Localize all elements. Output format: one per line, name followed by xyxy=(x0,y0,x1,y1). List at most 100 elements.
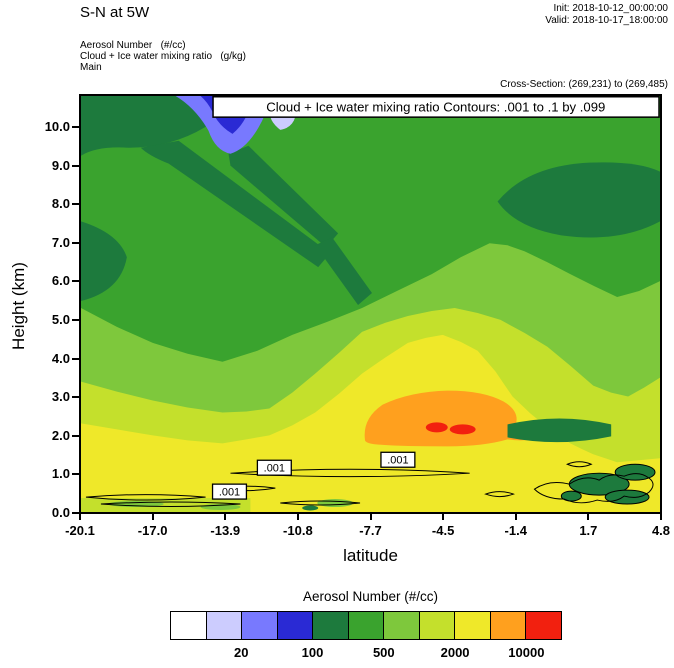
red-spot-1 xyxy=(425,422,448,433)
y-tick-label: 4.0 xyxy=(51,350,70,366)
colorbar-cell xyxy=(526,612,562,639)
x-tick xyxy=(79,514,81,520)
x-tick xyxy=(660,514,662,520)
page-title: S-N at 5W xyxy=(80,4,150,21)
x-tick xyxy=(224,514,227,520)
x-tick xyxy=(296,514,299,520)
field-label-cloud-ice: Cloud + Ice water mixing ratio (g/kg) xyxy=(80,51,246,62)
colorbar-cell xyxy=(455,612,491,639)
cloud-contour-7 xyxy=(566,461,593,468)
colorbar-tick-label: 100 xyxy=(301,645,324,660)
colorbar-cell xyxy=(419,612,456,639)
cloud-contour-5 xyxy=(280,500,361,506)
plot-inner-title-box: Cloud + Ice water mixing ratio Contours:… xyxy=(212,96,660,118)
contour-label-2: .001 xyxy=(264,463,285,475)
y-tick xyxy=(72,126,79,128)
y-tick-label: 8.0 xyxy=(51,196,70,212)
inner-title-text: Cloud + Ice water mixing ratio Contours:… xyxy=(266,99,605,114)
x-tick xyxy=(442,514,445,520)
y-tick-label: 10.0 xyxy=(44,119,70,134)
y-tick xyxy=(72,241,79,244)
valid-timestamp: Valid: 2018-10-17_18:00:00 xyxy=(545,15,668,26)
y-tick xyxy=(72,280,79,283)
cloud-contour-2 xyxy=(100,501,241,508)
colorbar-tick-label: 500 xyxy=(372,645,395,660)
y-tick-label: 3.0 xyxy=(51,389,70,405)
contour-label-1: .001 xyxy=(219,487,240,499)
fill-regions-red-maxima xyxy=(425,422,476,435)
colorbar-cell xyxy=(171,612,207,639)
colorbar-cell xyxy=(384,612,420,639)
colorbar-cell xyxy=(490,612,527,639)
field-label-aerosol: Aerosol Number (#/cc) xyxy=(80,40,186,51)
x-tick-label: -7.7 xyxy=(359,523,382,538)
y-tick xyxy=(72,319,79,321)
x-tick xyxy=(151,514,154,520)
region-streak-2 xyxy=(228,145,339,248)
x-tick-label: -1.4 xyxy=(504,523,527,538)
x-tick xyxy=(514,514,517,520)
colorbar-tick-label: 10000 xyxy=(508,645,545,660)
colorbar-cell xyxy=(348,612,385,639)
y-tick xyxy=(72,434,79,437)
y-tick xyxy=(72,203,79,206)
cross-section-label: Cross-Section: (269,231) to (269,485) xyxy=(500,79,668,90)
x-tick-label: 1.7 xyxy=(579,523,598,538)
region-lavender-spot xyxy=(270,116,296,130)
cross-section-plot: .001 .001 .001 Cloud + Ice water mixing … xyxy=(79,94,662,514)
y-tick-label: 5.0 xyxy=(51,312,70,327)
colorbar-tick-label: 2000 xyxy=(440,645,470,660)
contour-label-boxes: .001 .001 .001 xyxy=(211,451,416,500)
cloud-contour-6 xyxy=(533,473,654,504)
x-tick xyxy=(369,514,372,520)
contour-label-box-1 xyxy=(211,483,248,500)
x-tick-label: -13.9 xyxy=(210,523,241,538)
cloud-contour-1 xyxy=(85,494,206,501)
colorbar-cell xyxy=(313,612,349,639)
y-tick xyxy=(72,473,79,476)
colorbar-tick-label: 20 xyxy=(234,645,249,660)
field-label-domain: Main xyxy=(80,62,102,73)
y-tick xyxy=(72,357,79,360)
contour-field-svg: .001 .001 .001 Cloud + Ice water mixing … xyxy=(81,96,660,512)
y-tick-label: 2.0 xyxy=(51,427,70,443)
y-tick-label: 9.0 xyxy=(51,157,70,173)
colorbar-title: Aerosol Number (#/cc) xyxy=(302,589,439,604)
y-tick xyxy=(72,164,79,167)
contour-label-box-3 xyxy=(380,451,416,468)
y-tick xyxy=(72,512,79,514)
red-spot-2 xyxy=(449,424,476,435)
inner-title-rect xyxy=(212,96,660,118)
region-left-band xyxy=(81,221,127,302)
y-tick-label: 1.0 xyxy=(51,466,70,482)
contour-label-3: .001 xyxy=(387,455,408,467)
init-timestamp: Init: 2018-10-12_00:00:00 xyxy=(553,3,668,14)
x-tick-label: -17.0 xyxy=(137,523,168,538)
cloud-contour-4 xyxy=(230,468,470,478)
region-bm-green xyxy=(317,499,354,508)
cloud-contour-8 xyxy=(484,491,515,498)
x-tick xyxy=(587,514,590,520)
x-tick-label: -4.5 xyxy=(431,523,455,538)
colorbar-cell xyxy=(242,612,278,639)
x-tick-label: 4.8 xyxy=(651,523,671,538)
region-right-upper xyxy=(497,162,660,238)
x-axis-title: latitude xyxy=(343,546,398,565)
x-tick-label: -10.8 xyxy=(283,523,313,538)
region-right-2km-band xyxy=(507,418,612,443)
colorbar xyxy=(170,611,562,640)
teal-patch-4 xyxy=(560,490,582,502)
colorbar-cell xyxy=(277,612,314,639)
contour-label-box-2 xyxy=(256,459,292,476)
y-tick-label: 6.0 xyxy=(51,273,70,289)
region-bm-dark-spot xyxy=(302,505,319,511)
region-streak-1 xyxy=(140,140,331,268)
region-streak-3 xyxy=(315,237,372,305)
y-tick-label: 7.0 xyxy=(51,234,70,250)
fill-region-orange xyxy=(364,390,551,447)
y-tick-label: 0.0 xyxy=(51,505,70,520)
x-tick-label: -20.1 xyxy=(65,523,95,538)
y-tick xyxy=(72,396,79,399)
colorbar-cell xyxy=(206,612,243,639)
